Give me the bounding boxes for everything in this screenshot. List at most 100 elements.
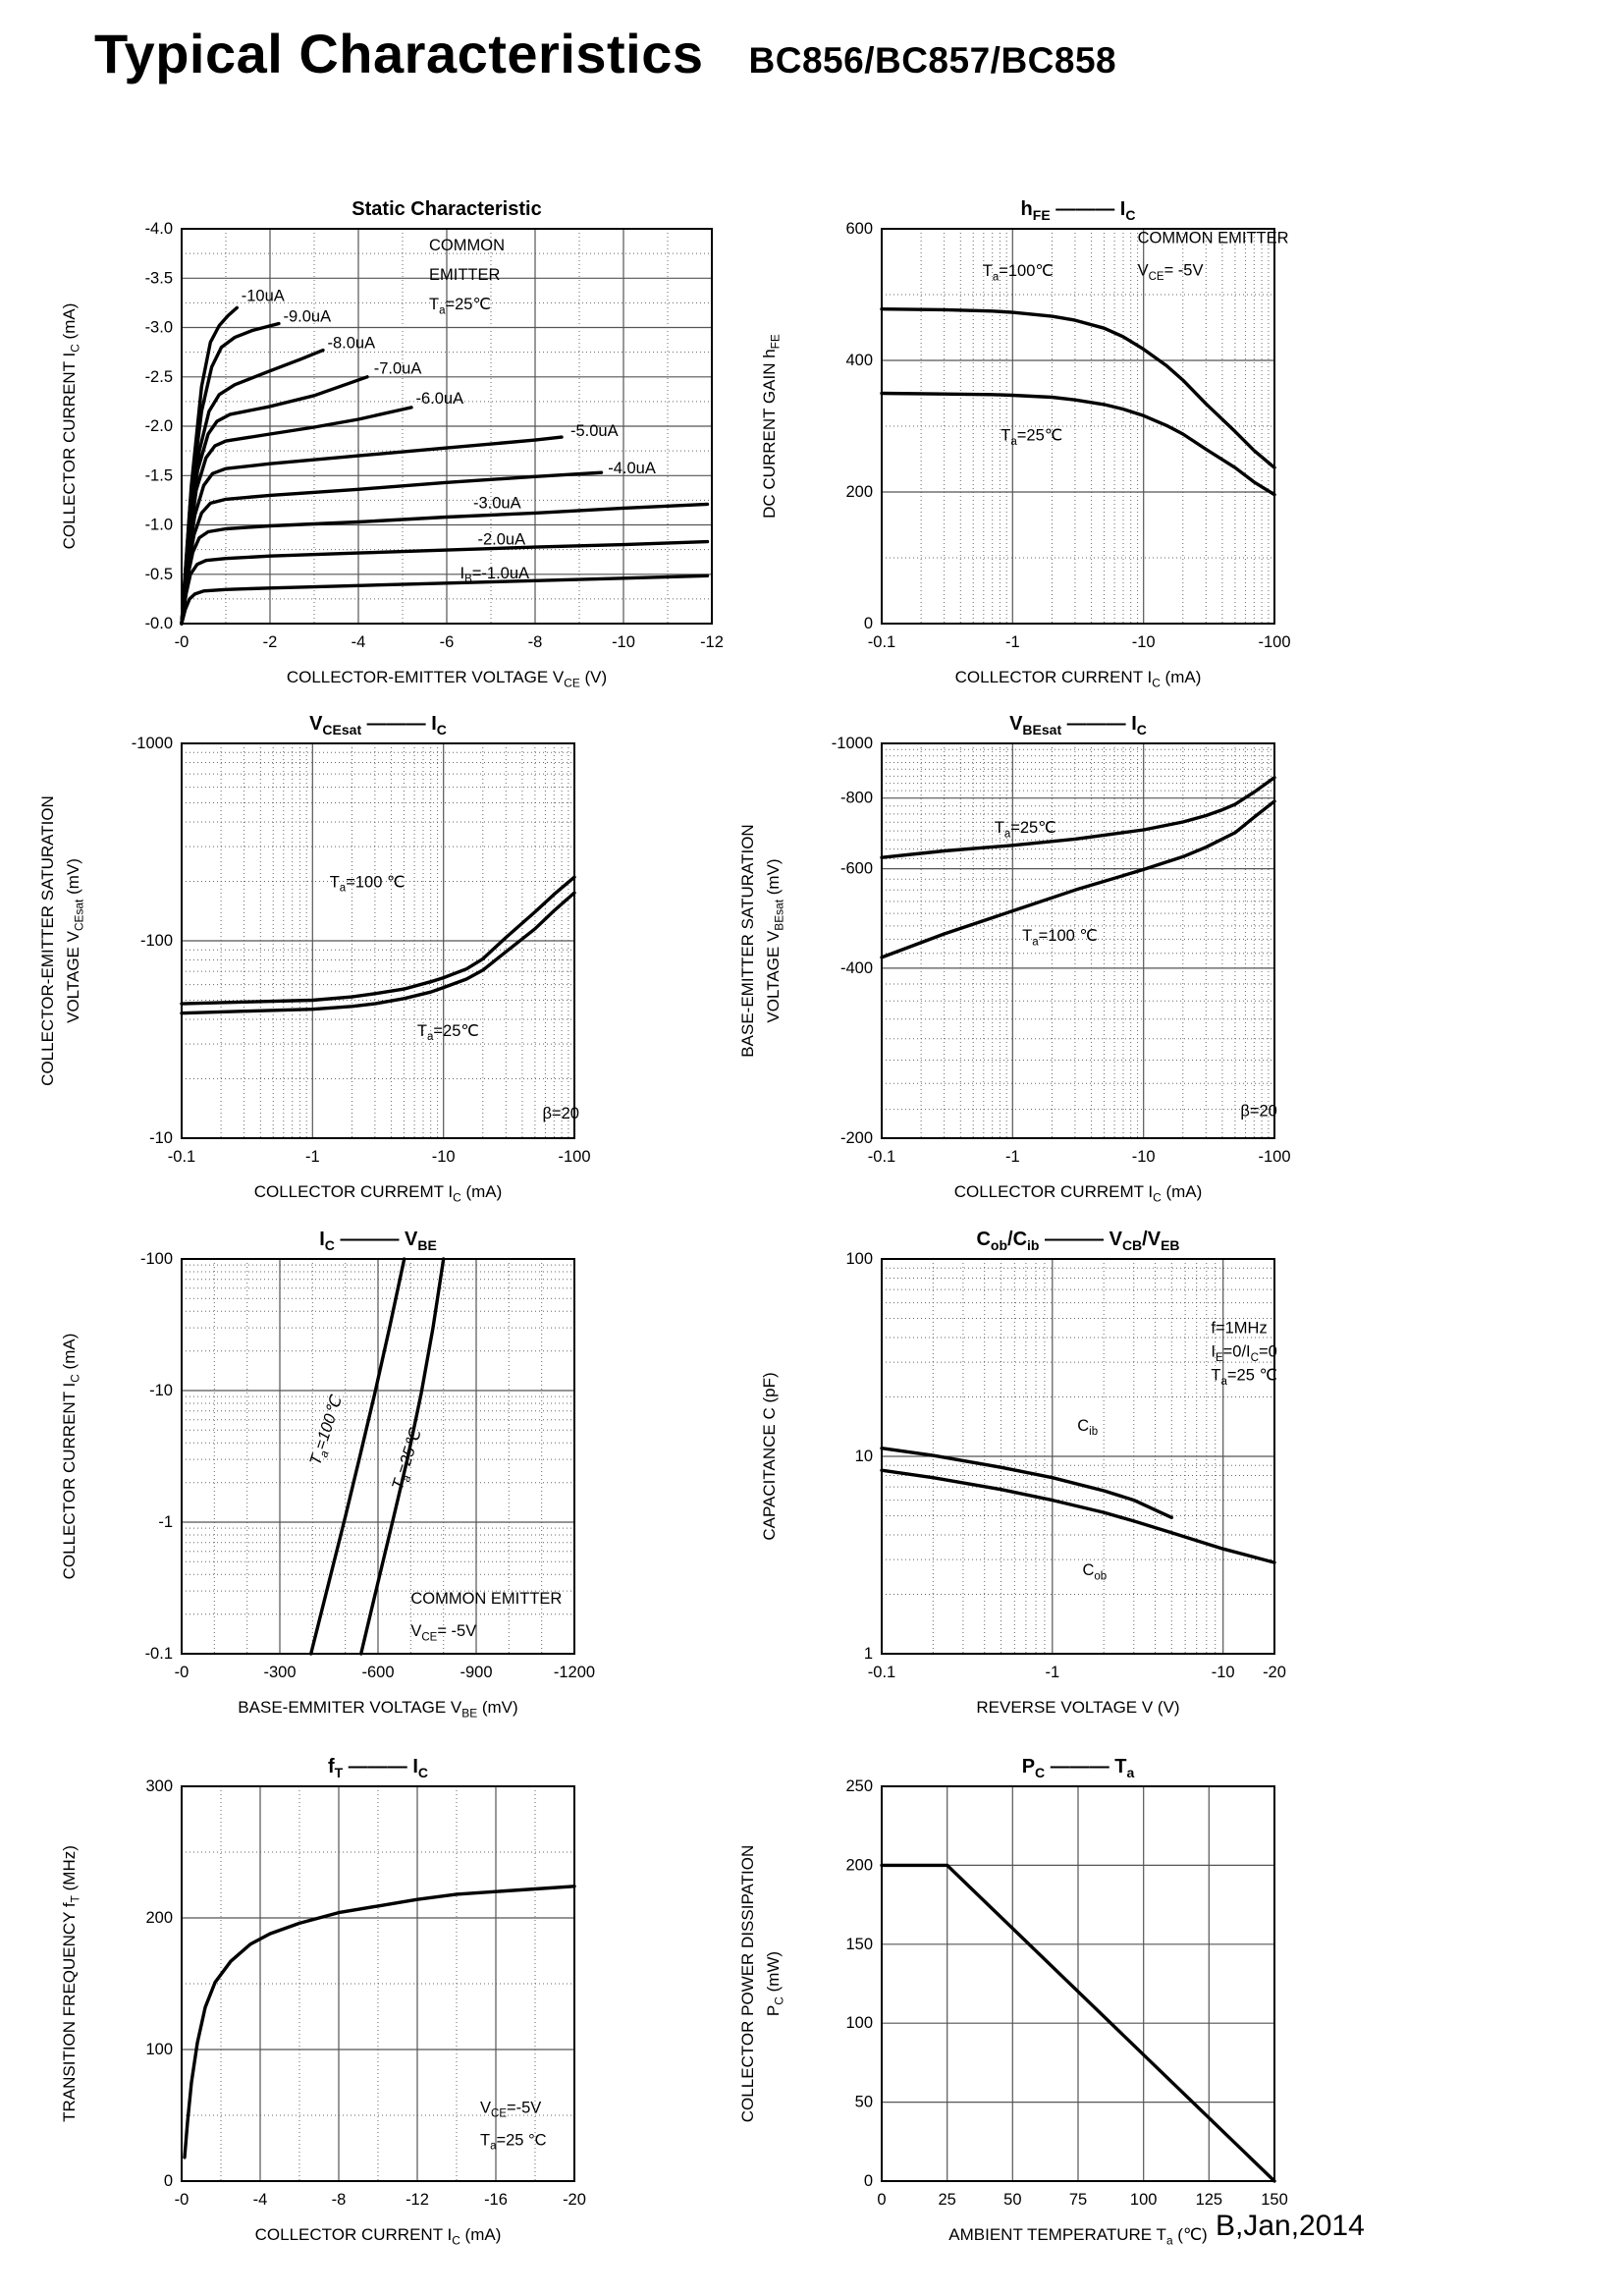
annotation: COMMON [429, 237, 505, 254]
chart-title: VCEsat ——— IC [309, 713, 447, 738]
x-tick-label: -10 [1132, 1148, 1156, 1166]
chart-title: hFE ——— IC [1021, 198, 1136, 223]
x-tick-label: -2 [263, 633, 278, 651]
curve-label: IB=-1.0uA [460, 565, 530, 585]
chart-ic-vbe: -0 -300 -600 -900 -1200 -0.1 -1 -10 -100 IC ——— V… [60, 1229, 595, 1720]
y-tick-label: -10 [149, 1382, 173, 1399]
curve-label: Ta=25℃ [995, 819, 1056, 840]
y-tick-label: -200 [840, 1129, 873, 1147]
annotation: VCE= -5V [410, 1622, 476, 1643]
series-group [880, 1863, 1276, 2183]
gridlines-major [182, 1786, 574, 2181]
gridlines-major [182, 743, 574, 1138]
y-tick-label: 100 [145, 2041, 173, 2058]
y-tick-label: -4.0 [145, 220, 173, 238]
y-tick-label: -2.0 [145, 417, 173, 435]
curve-label: -5.0uA [570, 422, 619, 440]
series-IB=-3.0uA [180, 502, 710, 626]
x-tick-label: 50 [1003, 2191, 1021, 2209]
annotation: COMMON EMITTER [1138, 230, 1289, 247]
series-fT [183, 1885, 576, 2159]
x-tick-label: -100 [1258, 633, 1290, 651]
y-axis-label: CAPACITANCE C (pF) [760, 1372, 779, 1540]
x-tick-label: -0.1 [168, 1148, 195, 1166]
gridlines-major [882, 1786, 1274, 2181]
y-axis-label: VOLTAGE VCEsat (mV) [64, 858, 85, 1023]
curve-label: -6.0uA [416, 390, 464, 408]
series-group [880, 1447, 1276, 1564]
y-axis-label: COLLECTOR CURRENT IC (mA) [60, 1334, 81, 1580]
series-group [880, 307, 1276, 497]
x-tick-label: -1200 [554, 1664, 595, 1681]
x-axis-label: AMBIENT TEMPERATURE Ta (℃) [948, 2225, 1207, 2247]
chart-panel-ic-vbe: -0 -300 -600 -900 -1200 -0.1 -1 -10 -100 IC ——— V… [20, 1222, 746, 1737]
curve-label: -8.0uA [328, 335, 376, 353]
y-tick-label: 0 [864, 615, 873, 632]
series-Cib [880, 1447, 1173, 1519]
y-tick-label: -1.0 [145, 517, 173, 534]
y-tick-label: -1000 [832, 735, 873, 752]
y-tick-label: 150 [845, 1936, 873, 1953]
x-tick-label: -10 [612, 633, 635, 651]
series-IB=-2.0uA [180, 539, 710, 626]
chart-panel-ft-ic: -0 -4 -8 -12 -16 -20 0 100 200 300 fT ——— IC COLLEC… [20, 1749, 746, 2265]
x-tick-label: -6 [440, 633, 455, 651]
chart-cob-cib: -0.1 -1 -10 -20 1 10 100 Cob/Cib ——— VCB/VEB REV… [760, 1229, 1286, 1717]
series-IB=-8.0uA [180, 348, 325, 626]
curve-label: -7.0uA [374, 360, 422, 378]
y-tick-label: -1000 [132, 735, 173, 752]
x-tick-label: -16 [484, 2191, 508, 2209]
gridlines-major [182, 229, 712, 624]
x-tick-label: -0 [175, 633, 189, 651]
curve-label: -4.0uA [608, 460, 656, 477]
page-title: Typical Characteristics [94, 23, 704, 84]
x-tick-label: -20 [1263, 1664, 1286, 1681]
y-tick-label: -100 [140, 1250, 173, 1268]
y-axis-label: COLLECTOR CURRENT IC (mA) [60, 303, 81, 550]
y-tick-label: -100 [140, 932, 173, 950]
y-tick-label: -1 [158, 1513, 173, 1531]
x-tick-label: -10 [1132, 633, 1156, 651]
y-axis-label: COLLECTOR-EMITTER SATURATION [38, 795, 57, 1086]
x-tick-label: -100 [1258, 1148, 1290, 1166]
gridlines-minor [882, 743, 1274, 1138]
y-axis-label: VOLTAGE VBEsat (mV) [764, 858, 785, 1022]
gridlines-minor [882, 229, 1274, 624]
x-tick-label: -1 [1045, 1664, 1059, 1681]
y-tick-label: 400 [845, 352, 873, 369]
curve-label: β=20 [1240, 1102, 1276, 1120]
y-tick-label: -3.5 [145, 269, 173, 287]
series-Ta=100C [880, 799, 1276, 959]
plot-frame [881, 1258, 1275, 1655]
y-tick-label: 300 [145, 1777, 173, 1795]
series-Ta=25C [180, 891, 576, 1015]
curve-label: Cob [1082, 1561, 1107, 1582]
curve-label: Cib [1077, 1417, 1098, 1438]
gridlines-major [882, 229, 1274, 624]
plot-frame [181, 1258, 575, 1655]
x-tick-label: -8 [332, 2191, 347, 2209]
x-axis-label: BASE-EMMITER VOLTAGE VBE (mV) [238, 1698, 517, 1720]
series-Pc [880, 1863, 1276, 2183]
annotation: Ta=25 °C [480, 2131, 547, 2152]
x-tick-label: -600 [361, 1664, 394, 1681]
y-tick-label: 0 [864, 2172, 873, 2190]
x-tick-label: -0 [175, 2191, 189, 2209]
x-tick-label: 100 [1130, 2191, 1158, 2209]
y-tick-label: 100 [845, 1250, 873, 1268]
x-tick-label: -300 [263, 1664, 296, 1681]
curve-label: Ta=100 ℃ [330, 873, 406, 894]
series-Ta=100C [180, 875, 576, 1006]
curve-label: β=20 [542, 1105, 578, 1122]
x-tick-label: -4 [253, 2191, 268, 2209]
curve-label: -3.0uA [473, 494, 521, 512]
y-tick-label: 0 [164, 2172, 173, 2190]
annotation: IE=0/IC=0 [1211, 1343, 1276, 1364]
x-tick-label: -10 [432, 1148, 456, 1166]
x-axis-label: REVERSE VOLTAGE V (V) [976, 1698, 1179, 1717]
x-axis-label: COLLECTOR-EMITTER VOLTAGE VCE (V) [287, 668, 607, 689]
series-IB=-4.0uA [180, 470, 604, 626]
plot-frame [181, 1785, 575, 2182]
series-IB=-10uA [180, 305, 239, 626]
